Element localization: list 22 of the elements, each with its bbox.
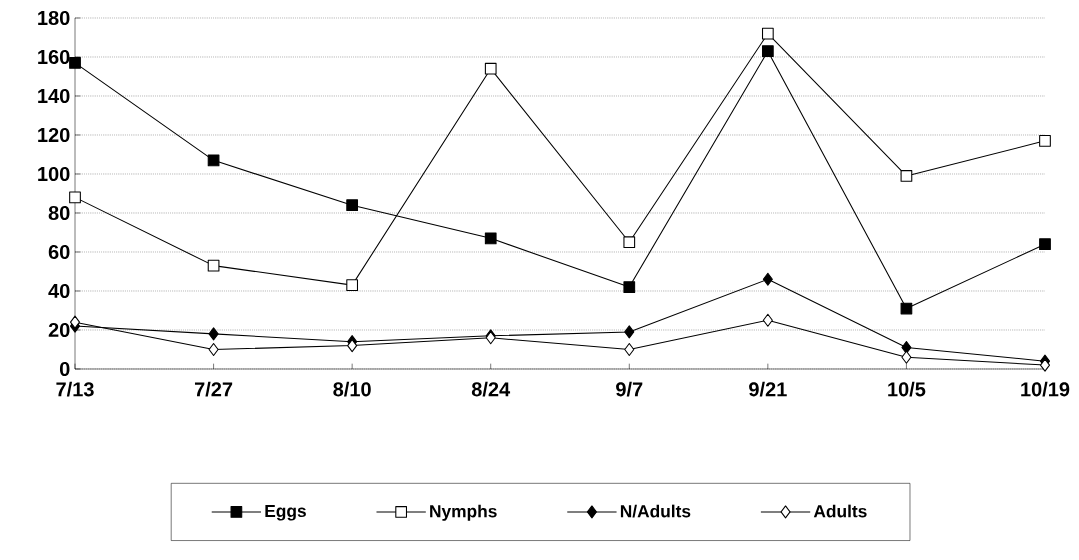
x-tick-label: 9/7 — [616, 381, 643, 397]
x-tick-label: 10/19 — [1021, 381, 1070, 397]
legend-label: Nymphs — [430, 504, 497, 521]
legend-label: N/Adults — [620, 504, 691, 518]
legend-label: Eggs — [265, 504, 306, 521]
y-tick-label: 120 — [38, 127, 70, 143]
x-tick-label: 9/21 — [749, 381, 787, 397]
y-tick-label: 60 — [48, 244, 70, 260]
x-tick-label: 8/10 — [333, 381, 371, 397]
x-tick-label: 8/24 — [471, 381, 511, 397]
y-tick-label: 180 — [38, 10, 70, 26]
y-tick-label: 0 — [59, 361, 70, 377]
y-tick-label: 80 — [48, 205, 70, 221]
y-tick-label: 100 — [38, 166, 70, 182]
x-tick-label: 10/5 — [888, 381, 926, 397]
x-tick-label: 7/27 — [194, 381, 233, 397]
y-tick-label: 40 — [48, 283, 70, 299]
y-tick-label: 20 — [48, 322, 70, 338]
legend-label: Adults — [813, 504, 867, 518]
x-tick-label: 7/13 — [56, 381, 94, 397]
y-tick-label: 140 — [38, 88, 70, 104]
y-tick-label: 160 — [38, 49, 70, 65]
